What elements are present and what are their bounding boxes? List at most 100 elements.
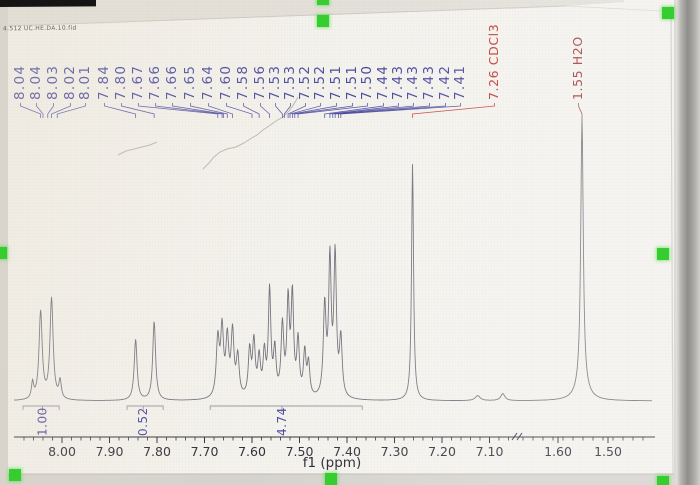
peak-label: 7.43 — [390, 65, 406, 100]
peak-label-connector — [243, 103, 260, 118]
axis-tick-label: 1.50 — [594, 444, 622, 459]
peak-label: 7.52 — [312, 65, 328, 100]
selection-handle-rotate[interactable] — [317, 0, 329, 5]
peak-label-connector — [338, 103, 446, 118]
peak-label: 8.03 — [45, 65, 61, 100]
axis-tick-label: 8.00 — [48, 444, 76, 459]
spectrum-curve-group — [14, 117, 652, 402]
peak-label: 8.01 — [77, 65, 93, 100]
axis-group: 8.00 7.90 7.80 7.70 7.60 7.50 7.40 7.30 7.20 7.10… — [14, 432, 655, 459]
peak-label-connector — [20, 103, 42, 118]
peak-label-connector — [329, 103, 399, 118]
peak-labels-group: 8.04 8.04 8.03 8.02 8.01 7.84 7.80 7.67 7.66 7.66… — [12, 24, 585, 118]
axis-tick-label: 7.60 — [238, 444, 266, 459]
axis-break-mark — [516, 432, 523, 441]
integral-value: 4.74 — [275, 407, 289, 436]
selection-handle-right-middle[interactable] — [657, 248, 669, 260]
spectrum-curve — [14, 117, 652, 402]
peak-label: 7.42 — [437, 65, 453, 100]
photo-edge-line — [7, 5, 567, 27]
peak-label-connector — [578, 103, 583, 118]
peak-label-connector — [56, 103, 86, 118]
peak-label: 7.51 — [344, 65, 360, 100]
peak-label: 7.60 — [218, 65, 234, 100]
photo-edge-line — [565, 5, 663, 12]
peak-label-connector — [297, 103, 368, 118]
peak-label-connector — [104, 103, 137, 118]
peak-label-connector — [172, 103, 224, 118]
selection-handle-bottom-right[interactable] — [657, 476, 669, 485]
peak-label-connector — [121, 103, 155, 118]
axis-tick-label: 7.70 — [191, 444, 219, 459]
axis-tick-label: 1.60 — [544, 444, 572, 459]
peak-label-connector — [190, 103, 228, 118]
peak-label-connector — [334, 103, 430, 118]
integral-bracket — [209, 405, 363, 410]
axis-break-mark — [511, 432, 518, 441]
peak-label: 7.52 — [297, 65, 313, 100]
peak-label-connector — [283, 103, 291, 118]
peak-label-connector — [208, 103, 233, 118]
integral-curves-group — [117, 96, 299, 170]
peak-label: 7.43 — [421, 65, 437, 100]
axis-tick-label: 7.40 — [333, 444, 361, 459]
selection-handle-bottom-center[interactable] — [325, 473, 337, 485]
selection-handle-top-right[interactable] — [662, 7, 674, 19]
peak-label: 7.53 — [282, 65, 298, 100]
peak-label-connector — [155, 103, 223, 118]
peak-label: 7.53 — [267, 65, 283, 100]
integral-bracket — [126, 405, 164, 410]
peak-label-connector — [226, 103, 253, 118]
peak-label: 7.44 — [375, 65, 391, 100]
peak-label: 8.02 — [62, 65, 78, 100]
peak-label: 7.43 — [405, 65, 421, 100]
peak-label: 1.55 H2O — [570, 36, 585, 100]
integral-bracket — [22, 405, 60, 410]
axis-tick-label: 7.50 — [286, 444, 314, 459]
menu-bar-fragment — [0, 0, 96, 8]
selection-handle-top-center[interactable] — [317, 15, 329, 27]
peak-label-connector — [412, 103, 495, 118]
integrals-group: 1.00 0.52 4.74 — [22, 405, 363, 436]
peak-label-connector — [287, 103, 306, 118]
peak-label: 7.51 — [328, 65, 344, 100]
peak-label-connector — [289, 103, 321, 118]
peak-label: 7.66 — [164, 65, 180, 100]
photo-artifacts-group — [7, 0, 674, 475]
photo-edge-wedge — [8, 0, 624, 26]
file-label: 4.512 UC.HE.DA.10.fid — [2, 24, 77, 33]
axis-tick-label: 7.30 — [381, 444, 409, 459]
peak-label-connector — [294, 103, 353, 118]
peak-label-connector — [51, 103, 71, 118]
peak-label: 7.84 — [96, 65, 112, 100]
peak-label-connector — [138, 103, 219, 118]
peak-label-connector — [332, 103, 414, 118]
peak-label: 7.65 — [182, 65, 198, 100]
integral-curve — [117, 141, 158, 156]
peak-label: 7.66 — [147, 65, 163, 100]
integral-value: 1.00 — [36, 407, 50, 436]
peak-label: 8.04 — [28, 65, 44, 100]
peak-label-connector — [324, 103, 384, 118]
peak-label-connector — [47, 103, 54, 118]
screen-edge-strip — [676, 0, 700, 485]
peak-label-connector — [260, 103, 270, 118]
selection-handle-left-middle[interactable] — [0, 247, 7, 259]
axis-title: f1 (ppm) — [303, 455, 361, 471]
peak-label-connector — [275, 103, 283, 118]
selection-handle-bottom-left[interactable] — [9, 469, 21, 481]
axis-tick-label: 7.90 — [96, 444, 124, 459]
peak-label-connector — [36, 103, 44, 118]
peak-label: 7.80 — [113, 65, 129, 100]
integral-value: 0.52 — [136, 407, 150, 436]
spectrum-canvas[interactable] — [8, 0, 674, 474]
peak-label: 7.50 — [359, 65, 375, 100]
peak-label: 7.64 — [200, 65, 216, 100]
integral-curve — [202, 96, 299, 170]
peak-label-connector — [340, 103, 461, 118]
peak-label: 8.04 — [12, 65, 28, 100]
canvas-right-edge — [670, 5, 674, 475]
axis-tick-label: 7.20 — [428, 444, 456, 459]
